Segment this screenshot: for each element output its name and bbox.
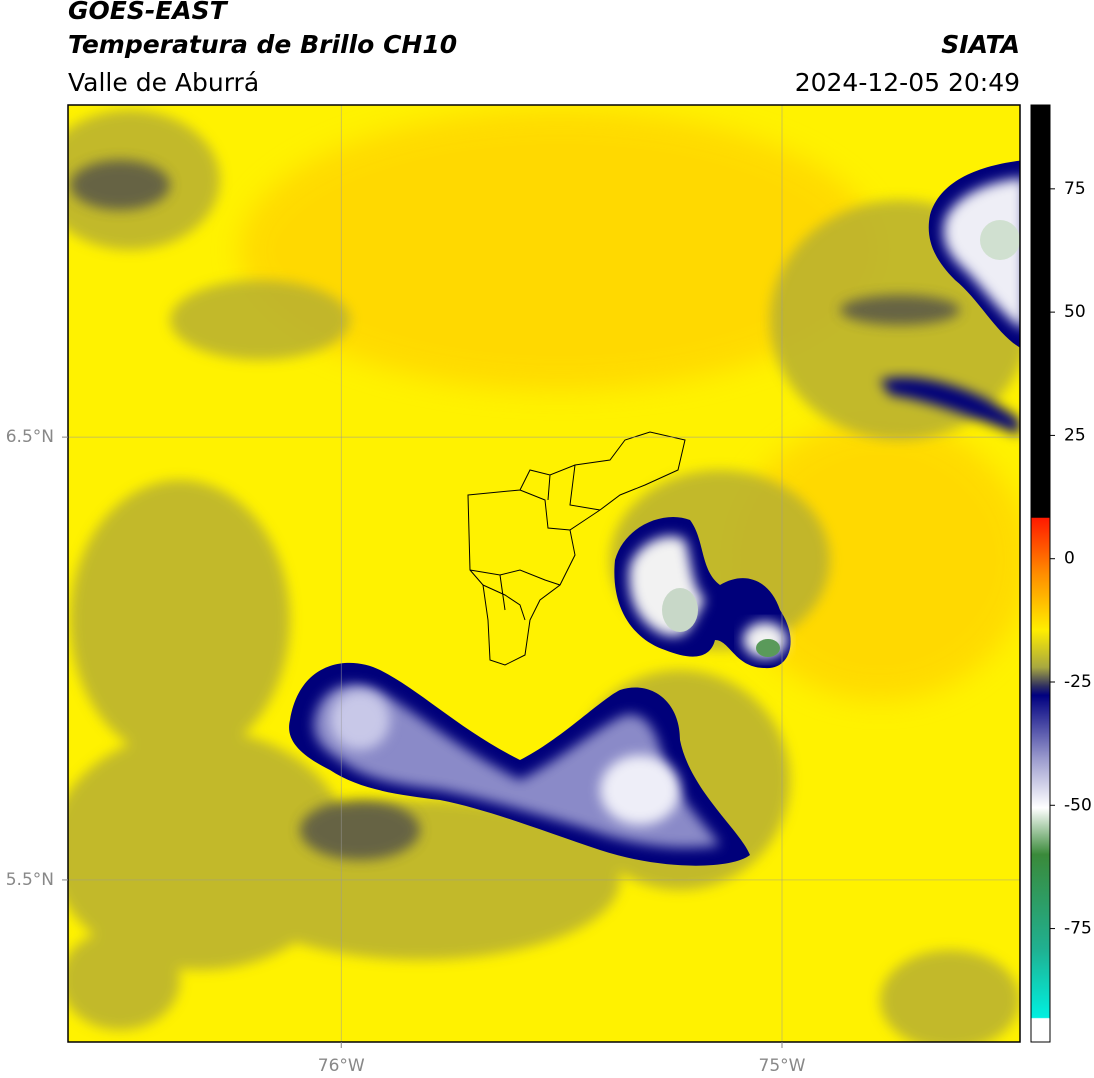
- map-frame: [67, 104, 1021, 1043]
- colorbar-label: 75: [1064, 179, 1086, 199]
- x-tick-label: 76°W: [318, 1056, 365, 1076]
- colorbar-label: -75: [1064, 919, 1092, 939]
- colorbar-label: -25: [1064, 672, 1092, 692]
- cloud-large: [289, 662, 750, 866]
- colorbar-label: -50: [1064, 795, 1092, 815]
- colorbar-label: 25: [1064, 425, 1086, 445]
- timestamp: 2024-12-05 20:49: [795, 68, 1020, 97]
- source: SIATA: [941, 30, 1020, 59]
- colorbar-label: 50: [1064, 302, 1086, 322]
- y-tick-label: 6.5°N: [6, 427, 54, 447]
- x-tick-label: 75°W: [759, 1056, 806, 1076]
- title: GOES-EAST: [68, 0, 229, 25]
- cloud-northeast: [880, 160, 1020, 435]
- cloud-center: [614, 516, 791, 669]
- colorbar: [1030, 104, 1051, 1043]
- map-image: [68, 105, 1020, 1042]
- y-tick-label: 5.5°N: [6, 870, 54, 890]
- region: Valle de Aburrá: [68, 68, 259, 97]
- municipality-outline: [467, 431, 686, 666]
- subtitle: Temperatura de Brillo CH10: [68, 30, 457, 59]
- colorbar-label: 0: [1064, 549, 1075, 569]
